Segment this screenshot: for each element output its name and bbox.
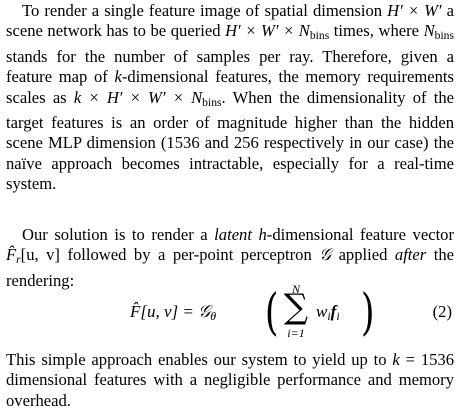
- paragraph-conclusion: This simple approach enables our system …: [6, 350, 454, 411]
- paragraph-solution: Our solution is to render a latent h-dim…: [6, 225, 454, 291]
- equation-terms: wifi: [316, 302, 340, 324]
- text: -dimensional feature vector: [266, 225, 455, 244]
- math-text: k × H′ × W′ × N: [73, 87, 203, 107]
- math-k: k: [392, 350, 400, 369]
- text: -dimensional features, the memory requir…: [6, 67, 454, 107]
- math-text: F̂[u, v] = 𝒢: [130, 302, 211, 321]
- text: times, where: [329, 21, 424, 41]
- math-subscript: i: [327, 308, 331, 323]
- math-subscript: bins: [309, 29, 330, 43]
- math-h: h: [258, 225, 267, 244]
- paragraph-memory-requirements: To render a single feature image of spat…: [6, 1, 454, 194]
- math-feature-vector: F̂r[u, v]: [6, 245, 60, 267]
- emphasis-after: after: [394, 245, 427, 265]
- math-text: [u, v]: [20, 245, 60, 265]
- equation-number: (2): [432, 302, 452, 321]
- sigma-symbol: ∑: [283, 287, 309, 327]
- right-paren: ): [360, 283, 375, 341]
- math-subscript: r: [16, 253, 21, 267]
- text: stands for the number of samples per ray…: [6, 46, 454, 87]
- math-subscript: θ: [210, 308, 217, 323]
- text: applied: [331, 245, 395, 265]
- math-text: w: [316, 302, 328, 321]
- math-subscript: bins: [434, 29, 455, 43]
- text: This simple approach enables our system …: [6, 350, 393, 369]
- text: Our solution is to render a: [22, 225, 215, 244]
- math-subscript: i: [336, 308, 340, 323]
- text: = 1536 dimensional features with a negli…: [6, 350, 455, 410]
- emphasis-latent: latent: [214, 225, 252, 244]
- sum-upper-limit: N: [291, 282, 300, 296]
- math-subscript: bins: [202, 95, 222, 109]
- math-spatial-dims: H′ × W′: [387, 1, 442, 20]
- text: followed by a per-point perceptron: [59, 245, 320, 265]
- left-paren: (: [264, 283, 279, 341]
- math-memory: k × H′ × W′ × Nbins: [73, 87, 222, 109]
- text: To render a single feature image of spat…: [22, 1, 388, 20]
- math-text: N: [423, 21, 435, 41]
- math-query-count: H′ × W′ × Nbins: [225, 21, 330, 43]
- math-text: F̂: [6, 245, 17, 265]
- math-perceptron: 𝒢: [319, 245, 332, 265]
- text: . When the dimensionality of the target …: [6, 87, 455, 194]
- math-text: f: [330, 302, 337, 321]
- math-text: H′ × W′ × N: [225, 21, 310, 41]
- text: the rendering:: [6, 245, 454, 290]
- text: a scene network has to be queried: [6, 1, 454, 41]
- math-nbins: Nbins: [423, 21, 455, 43]
- sum-lower-limit: i=1: [287, 326, 305, 340]
- summation: N ∑ i=1: [280, 282, 312, 344]
- equation-lhs: F̂[u, v] = 𝒢θ: [130, 302, 216, 324]
- equation-2: F̂[u, v] = 𝒢θ ( N ∑ i=1 wifi ) (2): [0, 282, 464, 344]
- math-k: k: [114, 67, 122, 87]
